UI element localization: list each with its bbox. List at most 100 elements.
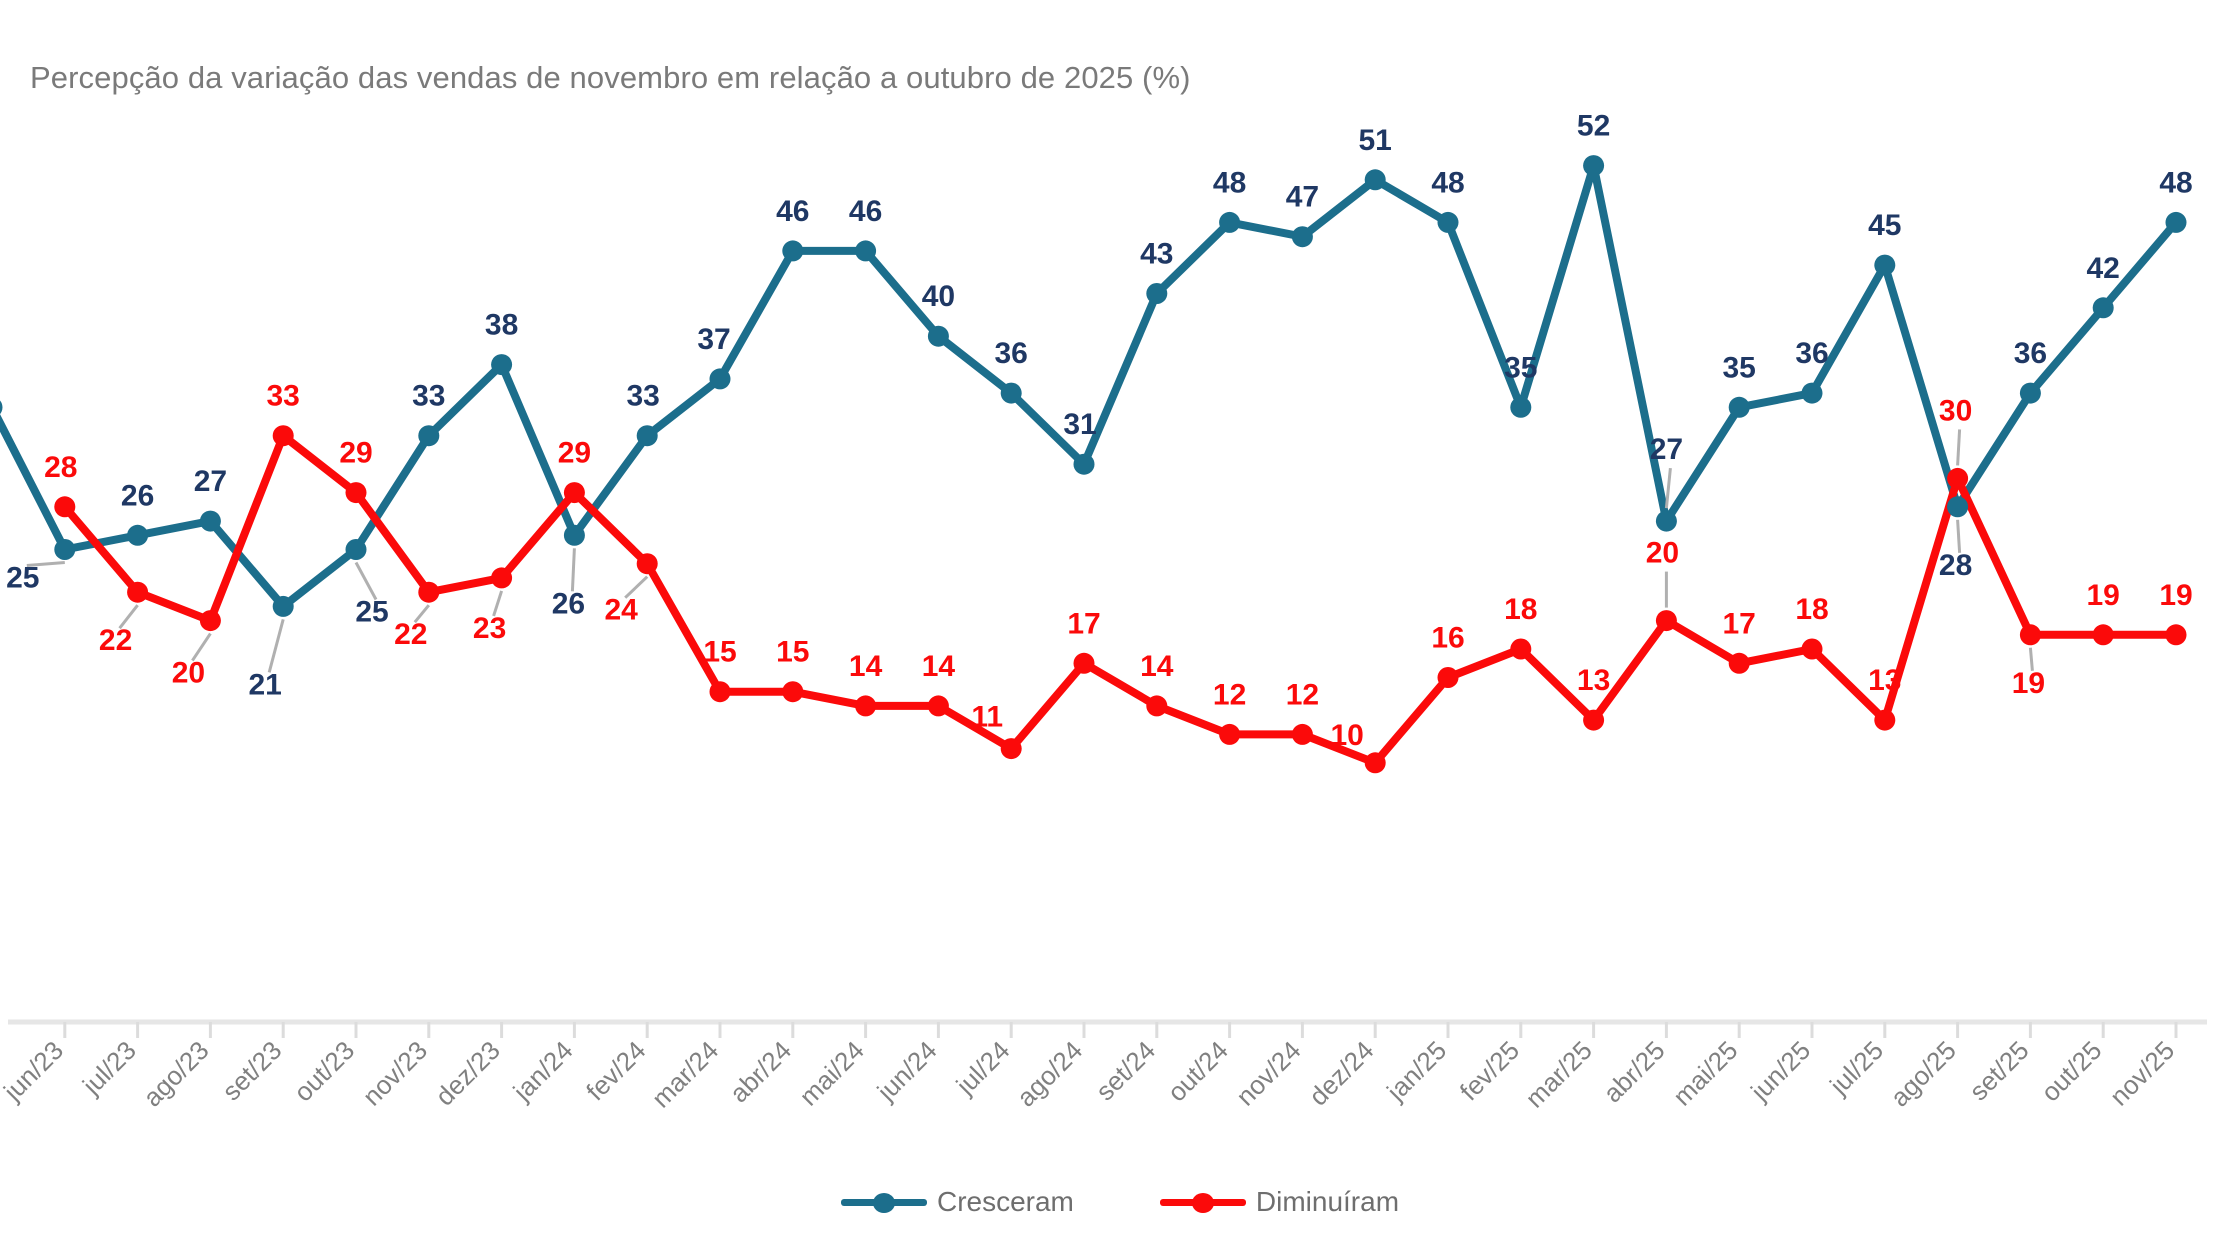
x-axis-tick-label: jan/25 xyxy=(1380,1035,1452,1107)
data-point-cresceram[interactable] xyxy=(927,325,949,347)
data-point-cresceram[interactable] xyxy=(1364,169,1386,191)
data-label-cresceram-leader-line xyxy=(26,561,65,567)
data-point-cresceram[interactable] xyxy=(2165,211,2187,233)
data-point-cresceram[interactable] xyxy=(1291,226,1313,248)
data-point-cresceram[interactable] xyxy=(1073,453,1095,475)
data-point-diminuiram[interactable] xyxy=(199,610,221,632)
x-axis-tick-label: nov/24 xyxy=(1230,1035,1306,1111)
x-axis-tick-label: fev/25 xyxy=(1454,1035,1525,1106)
data-point-cresceram[interactable] xyxy=(1728,396,1750,418)
data-point-diminuiram[interactable] xyxy=(1947,467,1969,489)
data-label-cresceram: 28 xyxy=(1939,549,1972,582)
data-point-cresceram[interactable] xyxy=(709,368,731,390)
data-point-cresceram[interactable] xyxy=(1510,396,1532,418)
data-label-diminuiram: 20 xyxy=(1646,537,1679,570)
data-point-cresceram[interactable] xyxy=(782,240,804,262)
data-label-diminuiram-leader-line xyxy=(191,632,212,662)
data-label-diminuiram: 18 xyxy=(1795,593,1828,626)
data-point-cresceram[interactable] xyxy=(2019,382,2041,404)
data-label-cresceram: 48 xyxy=(1431,166,1464,199)
data-point-cresceram[interactable] xyxy=(1874,254,1896,276)
data-point-diminuiram[interactable] xyxy=(2019,624,2041,646)
data-point-cresceram[interactable] xyxy=(1947,496,1969,518)
series-line-cresceram[interactable] xyxy=(0,161,2180,611)
data-point-diminuiram[interactable] xyxy=(2092,624,2114,646)
x-axis-tick-label: nov/25 xyxy=(2104,1035,2180,1111)
data-point-diminuiram[interactable] xyxy=(418,581,440,603)
data-point-cresceram[interactable] xyxy=(1655,510,1677,532)
data-point-cresceram[interactable] xyxy=(345,539,367,560)
x-axis-tick-label: dez/24 xyxy=(1303,1035,1379,1111)
data-point-cresceram[interactable] xyxy=(199,510,221,532)
data-label-diminuiram-leader-line xyxy=(413,604,430,624)
data-point-diminuiram[interactable] xyxy=(1219,723,1241,745)
data-label-cresceram: 33 xyxy=(412,380,445,413)
data-point-diminuiram[interactable] xyxy=(1146,695,1168,717)
data-point-diminuiram[interactable] xyxy=(1874,709,1896,731)
data-point-cresceram[interactable] xyxy=(1437,211,1459,233)
data-point-cresceram[interactable] xyxy=(1801,382,1823,404)
data-point-diminuiram[interactable] xyxy=(1364,752,1386,774)
data-point-cresceram[interactable] xyxy=(491,354,513,376)
x-axis-tick-label: jun/24 xyxy=(871,1035,943,1107)
page-title: Percepção da variação das vendas de nove… xyxy=(30,60,1191,95)
data-label-diminuiram: 14 xyxy=(849,650,883,683)
data-point-cresceram[interactable] xyxy=(855,240,877,262)
data-point-diminuiram[interactable] xyxy=(1583,709,1605,731)
data-point-diminuiram[interactable] xyxy=(636,553,658,575)
x-axis-tick-label: ago/23 xyxy=(137,1035,214,1112)
data-label-diminuiram: 33 xyxy=(267,380,300,413)
data-label-diminuiram-leader-line xyxy=(492,590,504,617)
data-label-cresceram: 46 xyxy=(776,195,809,228)
data-point-diminuiram[interactable] xyxy=(54,496,76,518)
data-label-diminuiram: 16 xyxy=(1431,622,1464,655)
data-point-diminuiram[interactable] xyxy=(1801,638,1823,660)
data-point-cresceram[interactable] xyxy=(1583,155,1605,177)
data-point-cresceram[interactable] xyxy=(2092,297,2114,319)
data-label-cresceram-leader-line xyxy=(267,619,285,673)
data-point-cresceram[interactable] xyxy=(127,524,149,546)
data-label-diminuiram-leader-line xyxy=(624,575,649,599)
data-point-diminuiram[interactable] xyxy=(782,681,804,703)
data-label-diminuiram: 22 xyxy=(394,618,427,651)
data-point-diminuiram[interactable] xyxy=(1437,667,1459,688)
data-point-cresceram[interactable] xyxy=(563,524,585,546)
data-point-diminuiram[interactable] xyxy=(927,695,949,717)
data-point-diminuiram[interactable] xyxy=(345,482,367,504)
legend-item-diminuiram[interactable]: Diminuíram xyxy=(1159,1186,1399,1218)
data-label-diminuiram: 28 xyxy=(44,451,77,484)
data-point-cresceram[interactable] xyxy=(636,425,658,447)
data-label-cresceram: 35 xyxy=(1504,351,1537,384)
data-point-diminuiram[interactable] xyxy=(1728,652,1750,674)
data-point-cresceram[interactable] xyxy=(1000,382,1022,404)
data-point-diminuiram[interactable] xyxy=(1291,723,1313,745)
data-point-diminuiram[interactable] xyxy=(563,482,585,504)
data-label-diminuiram: 19 xyxy=(2012,667,2045,700)
data-point-cresceram[interactable] xyxy=(1146,283,1168,304)
data-label-cresceram: 26 xyxy=(552,587,585,620)
data-point-diminuiram[interactable] xyxy=(491,567,513,589)
x-axis-tick-label: out/23 xyxy=(288,1035,360,1107)
data-label-diminuiram-leader-line xyxy=(118,604,139,630)
data-point-diminuiram[interactable] xyxy=(1510,638,1532,660)
data-point-cresceram[interactable] xyxy=(54,539,76,560)
data-label-diminuiram-leader-line xyxy=(2028,647,2034,671)
data-label-cresceram: 26 xyxy=(121,479,154,512)
data-point-cresceram[interactable] xyxy=(1219,211,1241,233)
data-label-cresceram: 46 xyxy=(849,195,882,228)
legend-item-cresceram[interactable]: Cresceram xyxy=(840,1186,1074,1218)
data-point-diminuiram[interactable] xyxy=(709,681,731,703)
x-axis-tick-label: jul/25 xyxy=(1823,1035,1889,1101)
data-point-diminuiram[interactable] xyxy=(855,695,877,717)
data-point-diminuiram[interactable] xyxy=(1000,738,1022,760)
data-point-cresceram[interactable] xyxy=(0,397,3,418)
data-point-diminuiram[interactable] xyxy=(1655,610,1677,632)
data-point-diminuiram[interactable] xyxy=(127,581,149,603)
data-point-diminuiram[interactable] xyxy=(272,425,294,447)
series-line-diminuiram[interactable] xyxy=(60,431,2180,767)
data-point-diminuiram[interactable] xyxy=(2165,624,2187,646)
data-point-cresceram[interactable] xyxy=(272,595,294,617)
data-point-cresceram[interactable] xyxy=(418,425,440,447)
data-point-diminuiram[interactable] xyxy=(1073,652,1095,674)
data-label-cresceram: 40 xyxy=(922,280,955,313)
